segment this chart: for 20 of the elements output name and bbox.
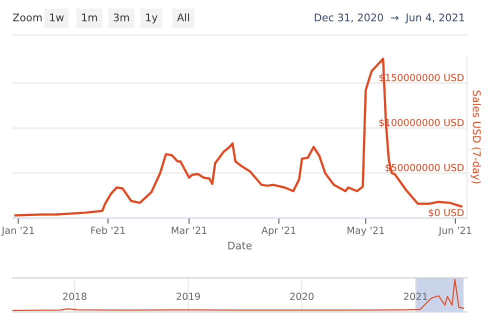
y-tick-label: $0 USD	[428, 208, 464, 218]
x-tick-label: May '21	[348, 226, 384, 236]
x-tick-label: Feb '21	[91, 226, 125, 234]
x-tick-label: Mar '21	[172, 226, 206, 234]
x-tick-label: 2021	[404, 292, 428, 300]
text: 1m	[82, 14, 97, 22]
x-axis-title: Date	[228, 242, 252, 250]
x-tick-label: Jun '21	[438, 226, 472, 236]
x-tick-label: Jan '21	[1, 226, 34, 236]
y-axis-title: Sales USD (7-day)	[470, 90, 481, 184]
text: Zoom	[12, 14, 42, 22]
text: 3m	[114, 14, 129, 22]
text: Dec 31, 2020 → Jun 4, 2021	[314, 14, 464, 24]
text: All	[177, 13, 189, 22]
x-tick-label: 2018	[63, 292, 86, 300]
x-tick-label: Apr '21	[261, 226, 296, 236]
text: 1w	[50, 14, 64, 22]
text: 1y	[146, 14, 158, 24]
x-tick-label: 2019	[176, 292, 200, 300]
x-tick-label: 2020	[290, 292, 314, 300]
